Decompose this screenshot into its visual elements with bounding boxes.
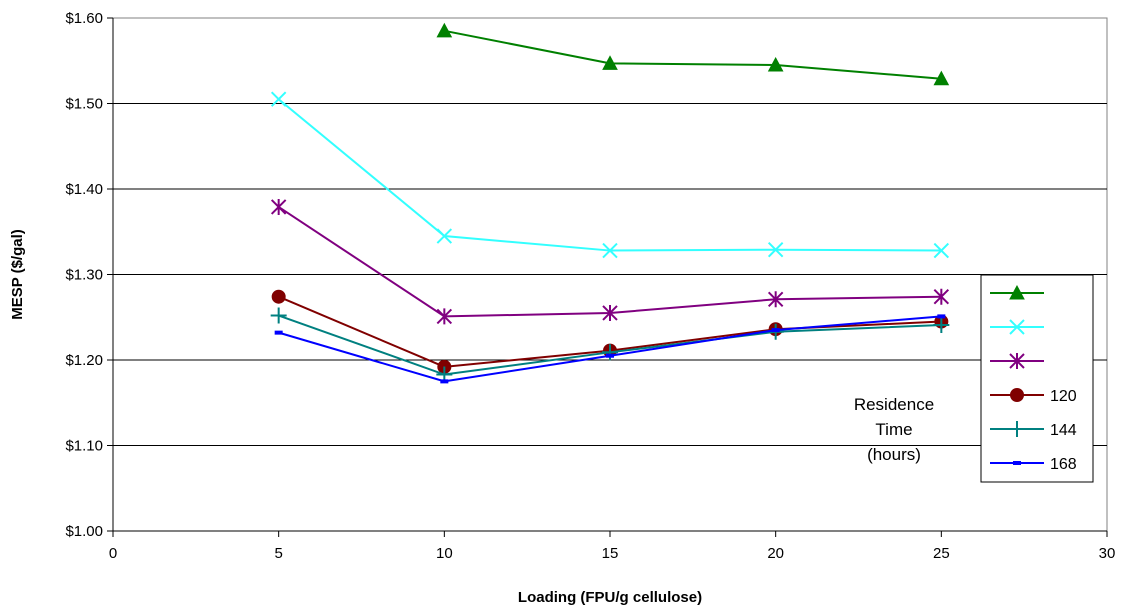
- legend-entry: [990, 284, 1044, 300]
- data-point: [933, 316, 950, 333]
- legend-entry: [990, 319, 1044, 335]
- series-unlabeled-3: [270, 198, 950, 325]
- data-point: [933, 70, 950, 86]
- legend-label: 144: [1050, 422, 1077, 439]
- x-tick-label: 25: [933, 545, 950, 562]
- x-tick-label: 20: [767, 545, 784, 562]
- legend-entry: 144: [990, 421, 1077, 439]
- data-point: [270, 91, 287, 107]
- data-point: [602, 242, 618, 259]
- legend: 120 144 168: [980, 274, 1094, 483]
- data-point: [436, 228, 453, 244]
- legend-entry: 168: [990, 456, 1077, 473]
- data-point: [933, 242, 950, 259]
- data-point: [1009, 421, 1025, 437]
- y-tick-label: $1.20: [65, 352, 103, 369]
- y-tick-label: $1.60: [65, 10, 103, 27]
- data-point: [1010, 388, 1024, 402]
- data-point: [274, 330, 283, 335]
- data-point: [937, 314, 946, 319]
- data-point: [1009, 319, 1025, 335]
- data-point: [436, 22, 453, 38]
- annotation-line: Time: [875, 420, 912, 439]
- data-point: [1013, 461, 1021, 465]
- legend-label: 168: [1050, 456, 1077, 473]
- data-point: [270, 198, 287, 215]
- data-point: [440, 379, 449, 384]
- x-tick-label: 0: [109, 545, 117, 562]
- annotation-line: Residence: [854, 395, 934, 414]
- x-tick-label: 5: [274, 545, 282, 562]
- x-tick-label: 30: [1099, 545, 1116, 562]
- series-unlabeled-2: [270, 91, 950, 259]
- data-point: [602, 304, 618, 321]
- y-axis-title: MESP ($/gal): [9, 229, 26, 320]
- x-axis-ticks: 0 5 10 15 20 25 30: [109, 531, 1116, 562]
- data-point: [767, 241, 784, 258]
- series-168: [274, 314, 946, 384]
- y-axis-ticks: $1.00 $1.10 $1.20 $1.30 $1.40 $1.50 $1.60: [65, 10, 113, 540]
- data-point: [1009, 353, 1025, 369]
- data-point: [771, 328, 780, 333]
- series-line: [444, 29, 942, 80]
- y-tick-label: $1.10: [65, 438, 103, 455]
- y-tick-label: $1.30: [65, 267, 103, 284]
- legend-entry: 120: [990, 388, 1077, 405]
- x-tick-label: 15: [602, 545, 619, 562]
- legend-label: 120: [1050, 388, 1077, 405]
- residence-time-annotation: Residence Time (hours): [854, 395, 934, 464]
- data-point: [767, 291, 784, 308]
- data-point: [271, 289, 286, 304]
- data-point: [436, 308, 453, 325]
- data-point: [1009, 284, 1025, 300]
- data-point: [602, 55, 618, 70]
- data-point: [767, 56, 784, 72]
- x-tick-label: 10: [436, 545, 453, 562]
- y-tick-label: $1.40: [65, 181, 103, 198]
- legend-entry: [990, 353, 1044, 369]
- legend-box: [980, 274, 1094, 483]
- series-unlabeled-1: [436, 22, 950, 86]
- x-axis-title: Loading (FPU/g cellulose): [518, 589, 702, 606]
- annotation-line: (hours): [867, 445, 921, 464]
- y-tick-label: $1.50: [65, 96, 103, 113]
- y-tick-label: $1.00: [65, 523, 103, 540]
- series-group: [270, 22, 950, 384]
- data-point: [933, 288, 950, 305]
- data-point: [606, 353, 614, 358]
- data-point: [270, 307, 287, 324]
